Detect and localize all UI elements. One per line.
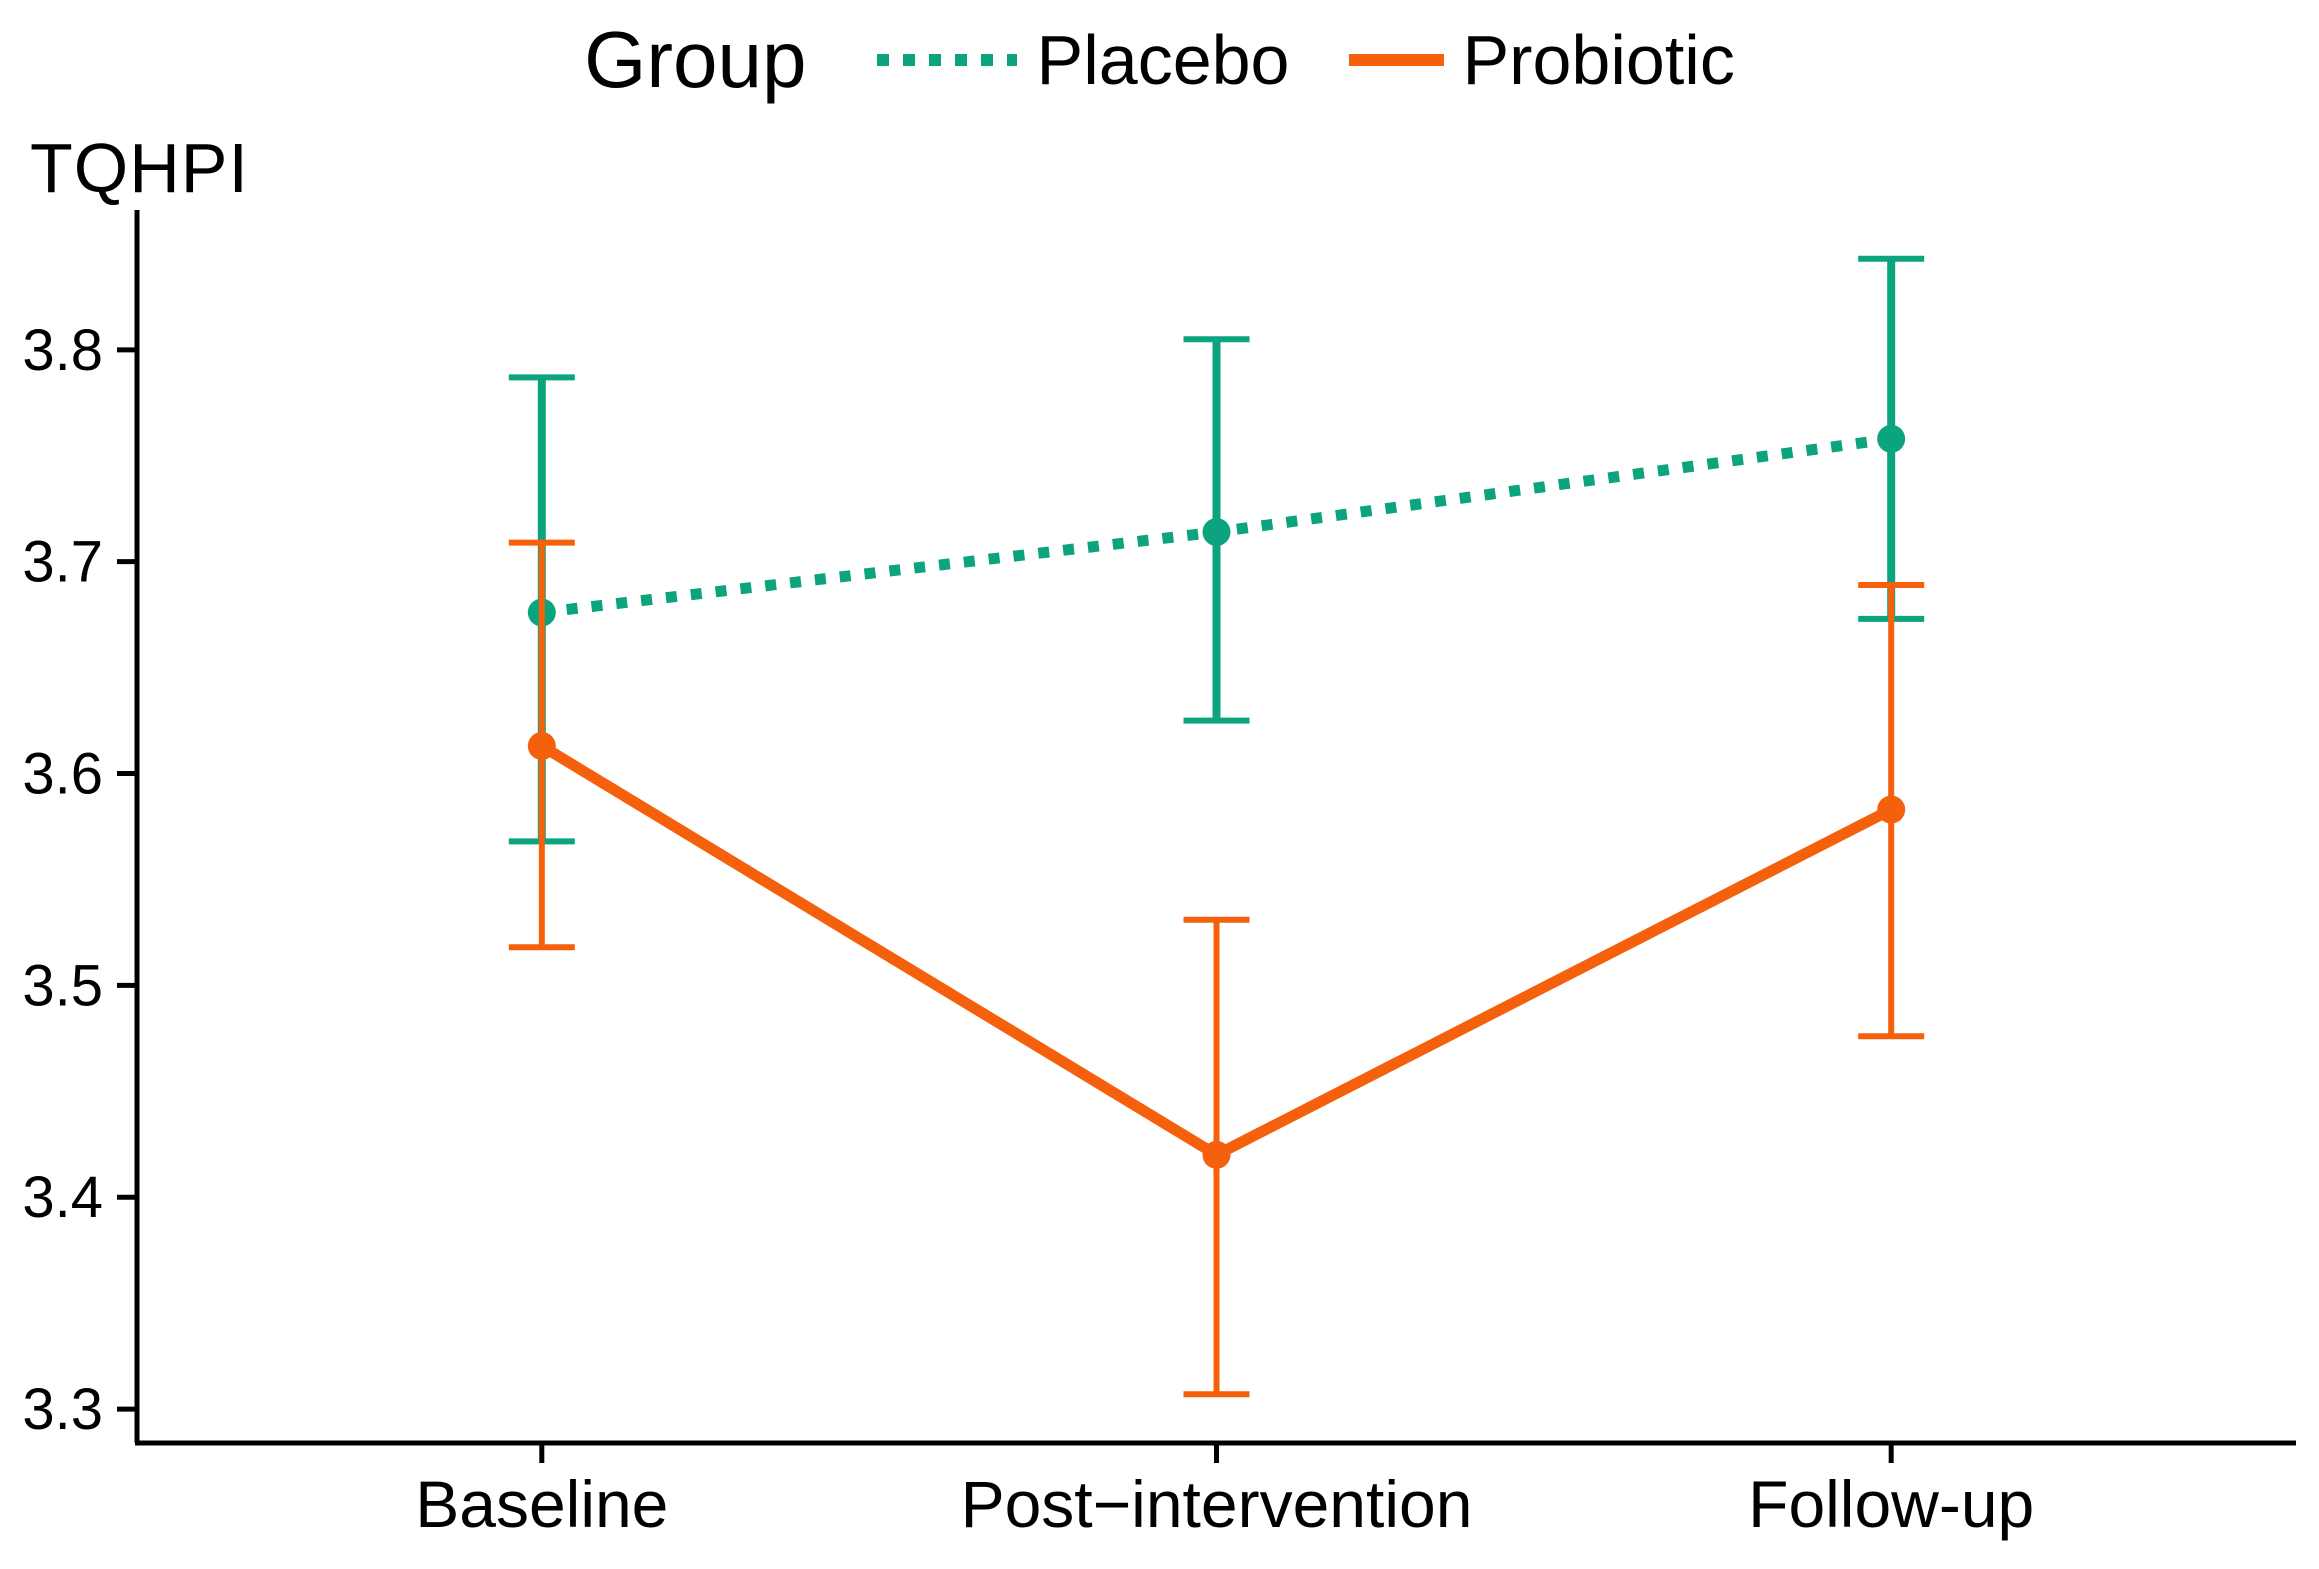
probiotic-solid-line-swatch-icon <box>1349 54 1445 66</box>
data-point-probiotic <box>1202 1140 1231 1169</box>
x-tick-label: Post−intervention <box>961 1467 1473 1541</box>
legend-label: Probiotic <box>1462 21 1735 99</box>
y-tick-label: 3.8 <box>22 318 103 383</box>
y-tick-label: 3.4 <box>22 1165 103 1230</box>
y-tick-label: 3.6 <box>22 742 103 807</box>
data-point-placebo <box>1202 518 1231 547</box>
data-point-probiotic <box>527 731 556 760</box>
legend-item-probiotic: Probiotic <box>1289 20 1735 100</box>
x-tick-label: Baseline <box>415 1467 668 1541</box>
x-tick-label: Follow-up <box>1748 1467 2034 1541</box>
y-tick-label: 3.7 <box>22 530 103 595</box>
legend: Group Placebo Probiotic <box>0 14 2319 106</box>
y-tick-label: 3.5 <box>22 953 103 1018</box>
legend-title: Group <box>584 15 807 104</box>
data-point-placebo <box>1877 424 1906 453</box>
data-point-probiotic <box>1877 795 1906 824</box>
legend-item-placebo: Placebo <box>876 20 1290 100</box>
placebo-dotted-line-swatch-icon <box>876 54 1017 66</box>
y-tick-label: 3.3 <box>22 1377 103 1442</box>
y-axis-title: TQHPI <box>30 129 249 207</box>
legend-label: Placebo <box>1036 21 1290 99</box>
